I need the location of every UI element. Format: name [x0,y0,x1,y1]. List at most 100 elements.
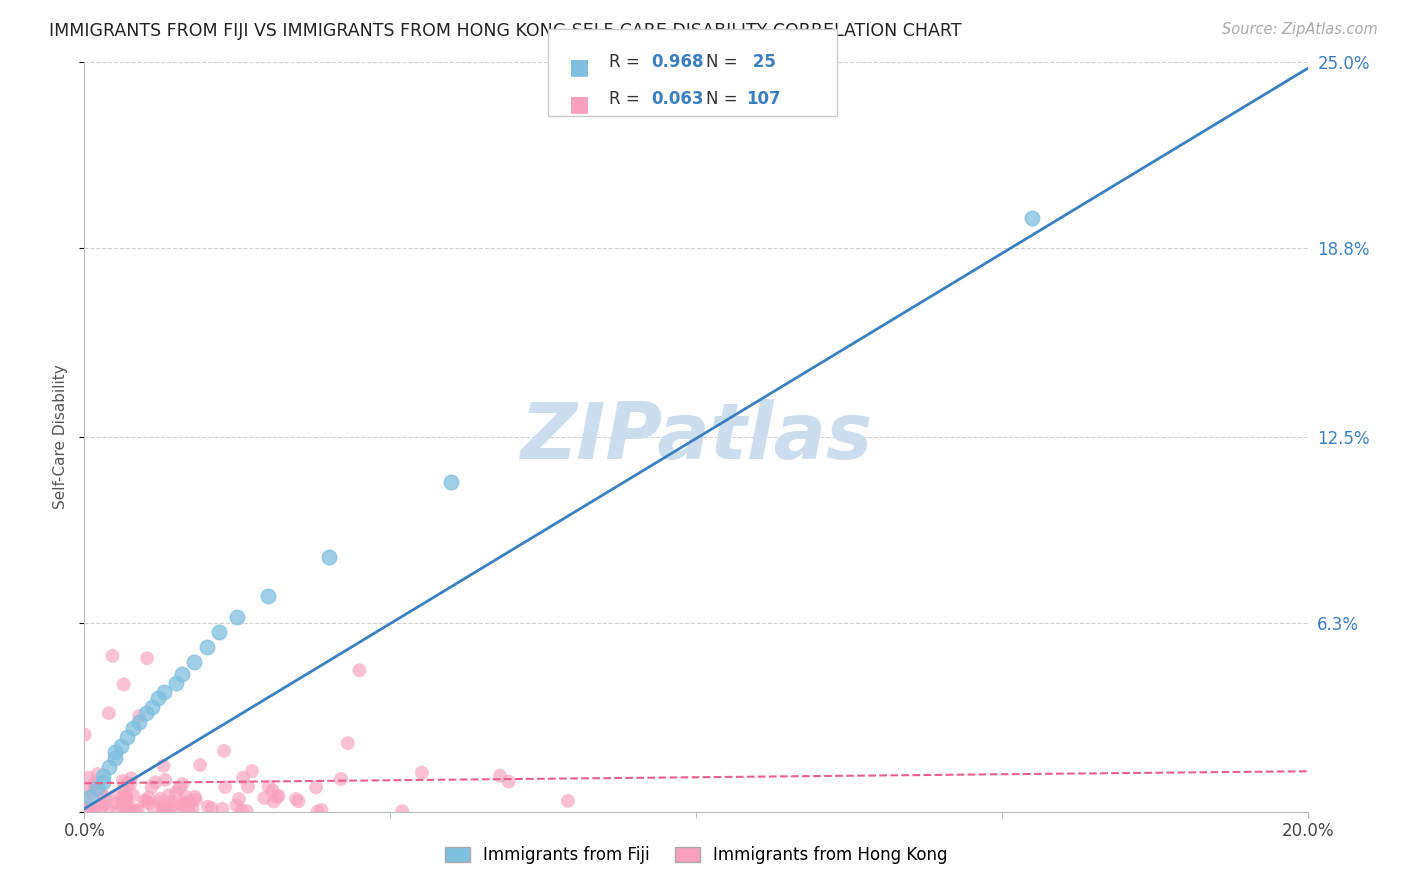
Point [104,745,127,759]
Point [211,802,233,816]
Legend: Immigrants from Fiji, Immigrants from Hong Kong: Immigrants from Fiji, Immigrants from Ho… [437,839,955,871]
Point [76,797,98,811]
Point [262,783,284,797]
Point [115,791,138,805]
Point [231,804,253,818]
Point [163,798,186,813]
Point [498,774,520,789]
Point [117,805,139,819]
Point [97,760,120,774]
Point [266,790,288,805]
Point [212,744,235,758]
Point [122,721,145,735]
Point [153,772,176,787]
Point [105,796,128,810]
Point [122,788,145,802]
Point [176,795,198,809]
Point [142,800,165,814]
Point [149,796,172,810]
Point [135,794,157,808]
Point [152,802,174,816]
Point [77,801,100,815]
Text: 0.063: 0.063 [651,90,703,108]
Point [311,803,333,817]
Point [240,764,263,778]
Point [257,589,280,603]
Point [170,797,193,812]
Point [263,794,285,808]
Text: R =: R = [609,53,645,70]
Point [172,666,194,681]
Point [232,771,254,785]
Point [257,780,280,794]
Point [226,610,249,624]
Text: 25: 25 [747,53,776,70]
Point [138,796,160,810]
Point [117,776,139,790]
Point [110,739,132,753]
Point [79,782,101,797]
Text: N =: N = [706,90,742,108]
Point [181,802,204,816]
Point [90,786,112,800]
Point [97,706,120,721]
Point [80,803,103,817]
Point [120,777,142,791]
Point [411,765,433,780]
Point [115,730,138,744]
Point [152,759,174,773]
Point [169,780,191,795]
Point [179,796,201,810]
Point [93,789,115,804]
Point [136,651,159,665]
Point [101,648,124,663]
Point [82,777,104,791]
Text: ZIPatlas: ZIPatlas [520,399,872,475]
Point [121,801,143,815]
Point [104,751,127,765]
Point [128,714,150,729]
Point [84,801,107,815]
Point [172,777,194,791]
Text: 0.968: 0.968 [651,53,703,70]
Point [336,736,359,750]
Text: ■: ■ [569,95,591,114]
Point [138,790,160,805]
Point [183,655,205,669]
Point [557,794,579,808]
Point [86,780,108,795]
Point [165,786,187,800]
Point [94,797,117,812]
Point [111,797,134,811]
Point [77,801,100,815]
Point [173,797,195,812]
Point [225,798,247,813]
Point [107,803,129,817]
Point [160,795,183,809]
Point [76,803,98,817]
Point [115,799,138,814]
Point [120,771,142,785]
Point [104,789,127,804]
Point [267,789,290,803]
Y-axis label: Self-Care Disability: Self-Care Disability [53,365,69,509]
Point [349,663,371,677]
Point [143,775,166,789]
Point [146,690,169,705]
Point [112,800,135,814]
Point [197,799,219,814]
Point [173,801,195,815]
Point [111,793,134,807]
Point [128,709,150,723]
Point [132,794,155,808]
Point [82,786,104,800]
Point [91,798,114,813]
Point [287,794,309,808]
Point [141,780,163,794]
Point [73,728,96,742]
Point [184,793,207,807]
Point [153,685,176,699]
Point [285,792,308,806]
Point [141,699,163,714]
Text: 107: 107 [747,90,782,108]
